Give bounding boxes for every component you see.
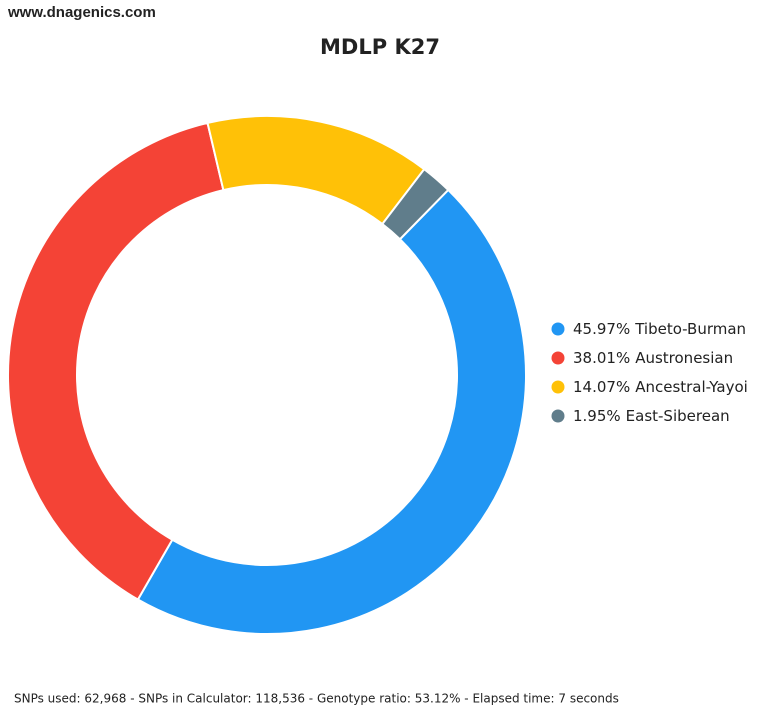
legend-swatch bbox=[551, 409, 565, 423]
legend-swatch bbox=[551, 380, 565, 394]
legend-value: 1.95% bbox=[573, 407, 621, 425]
legend-entry: 45.97% Tibeto-Burman bbox=[573, 320, 746, 338]
legend-entry: 14.07% Ancestral-Yayoi bbox=[573, 378, 748, 396]
legend-swatch bbox=[551, 351, 565, 365]
legend-label: Tibeto-Burman bbox=[634, 320, 746, 338]
legend-value: 38.01% bbox=[573, 349, 630, 367]
legend-entry: 1.95% East-Siberean bbox=[573, 407, 730, 425]
site-name: www.dnagenics.com bbox=[7, 4, 156, 21]
legend-label: Austronesian bbox=[635, 349, 733, 367]
donut-segment bbox=[380, 167, 450, 241]
donut-segment bbox=[206, 115, 426, 226]
donut-segment bbox=[7, 121, 225, 601]
donut-segment bbox=[136, 188, 527, 635]
legend-entry: 38.01% Austronesian bbox=[573, 349, 733, 367]
legend-swatch bbox=[551, 322, 565, 336]
legend-value: 45.97% bbox=[573, 320, 630, 338]
chart-title: MDLP K27 bbox=[320, 35, 440, 59]
legend-label: Ancestral-Yayoi bbox=[635, 378, 748, 396]
legend-label: East-Siberean bbox=[626, 407, 730, 425]
footer: SNPs used: 62,968 - SNPs in Calculator: … bbox=[14, 692, 619, 706]
legend-value: 14.07% bbox=[573, 378, 630, 396]
